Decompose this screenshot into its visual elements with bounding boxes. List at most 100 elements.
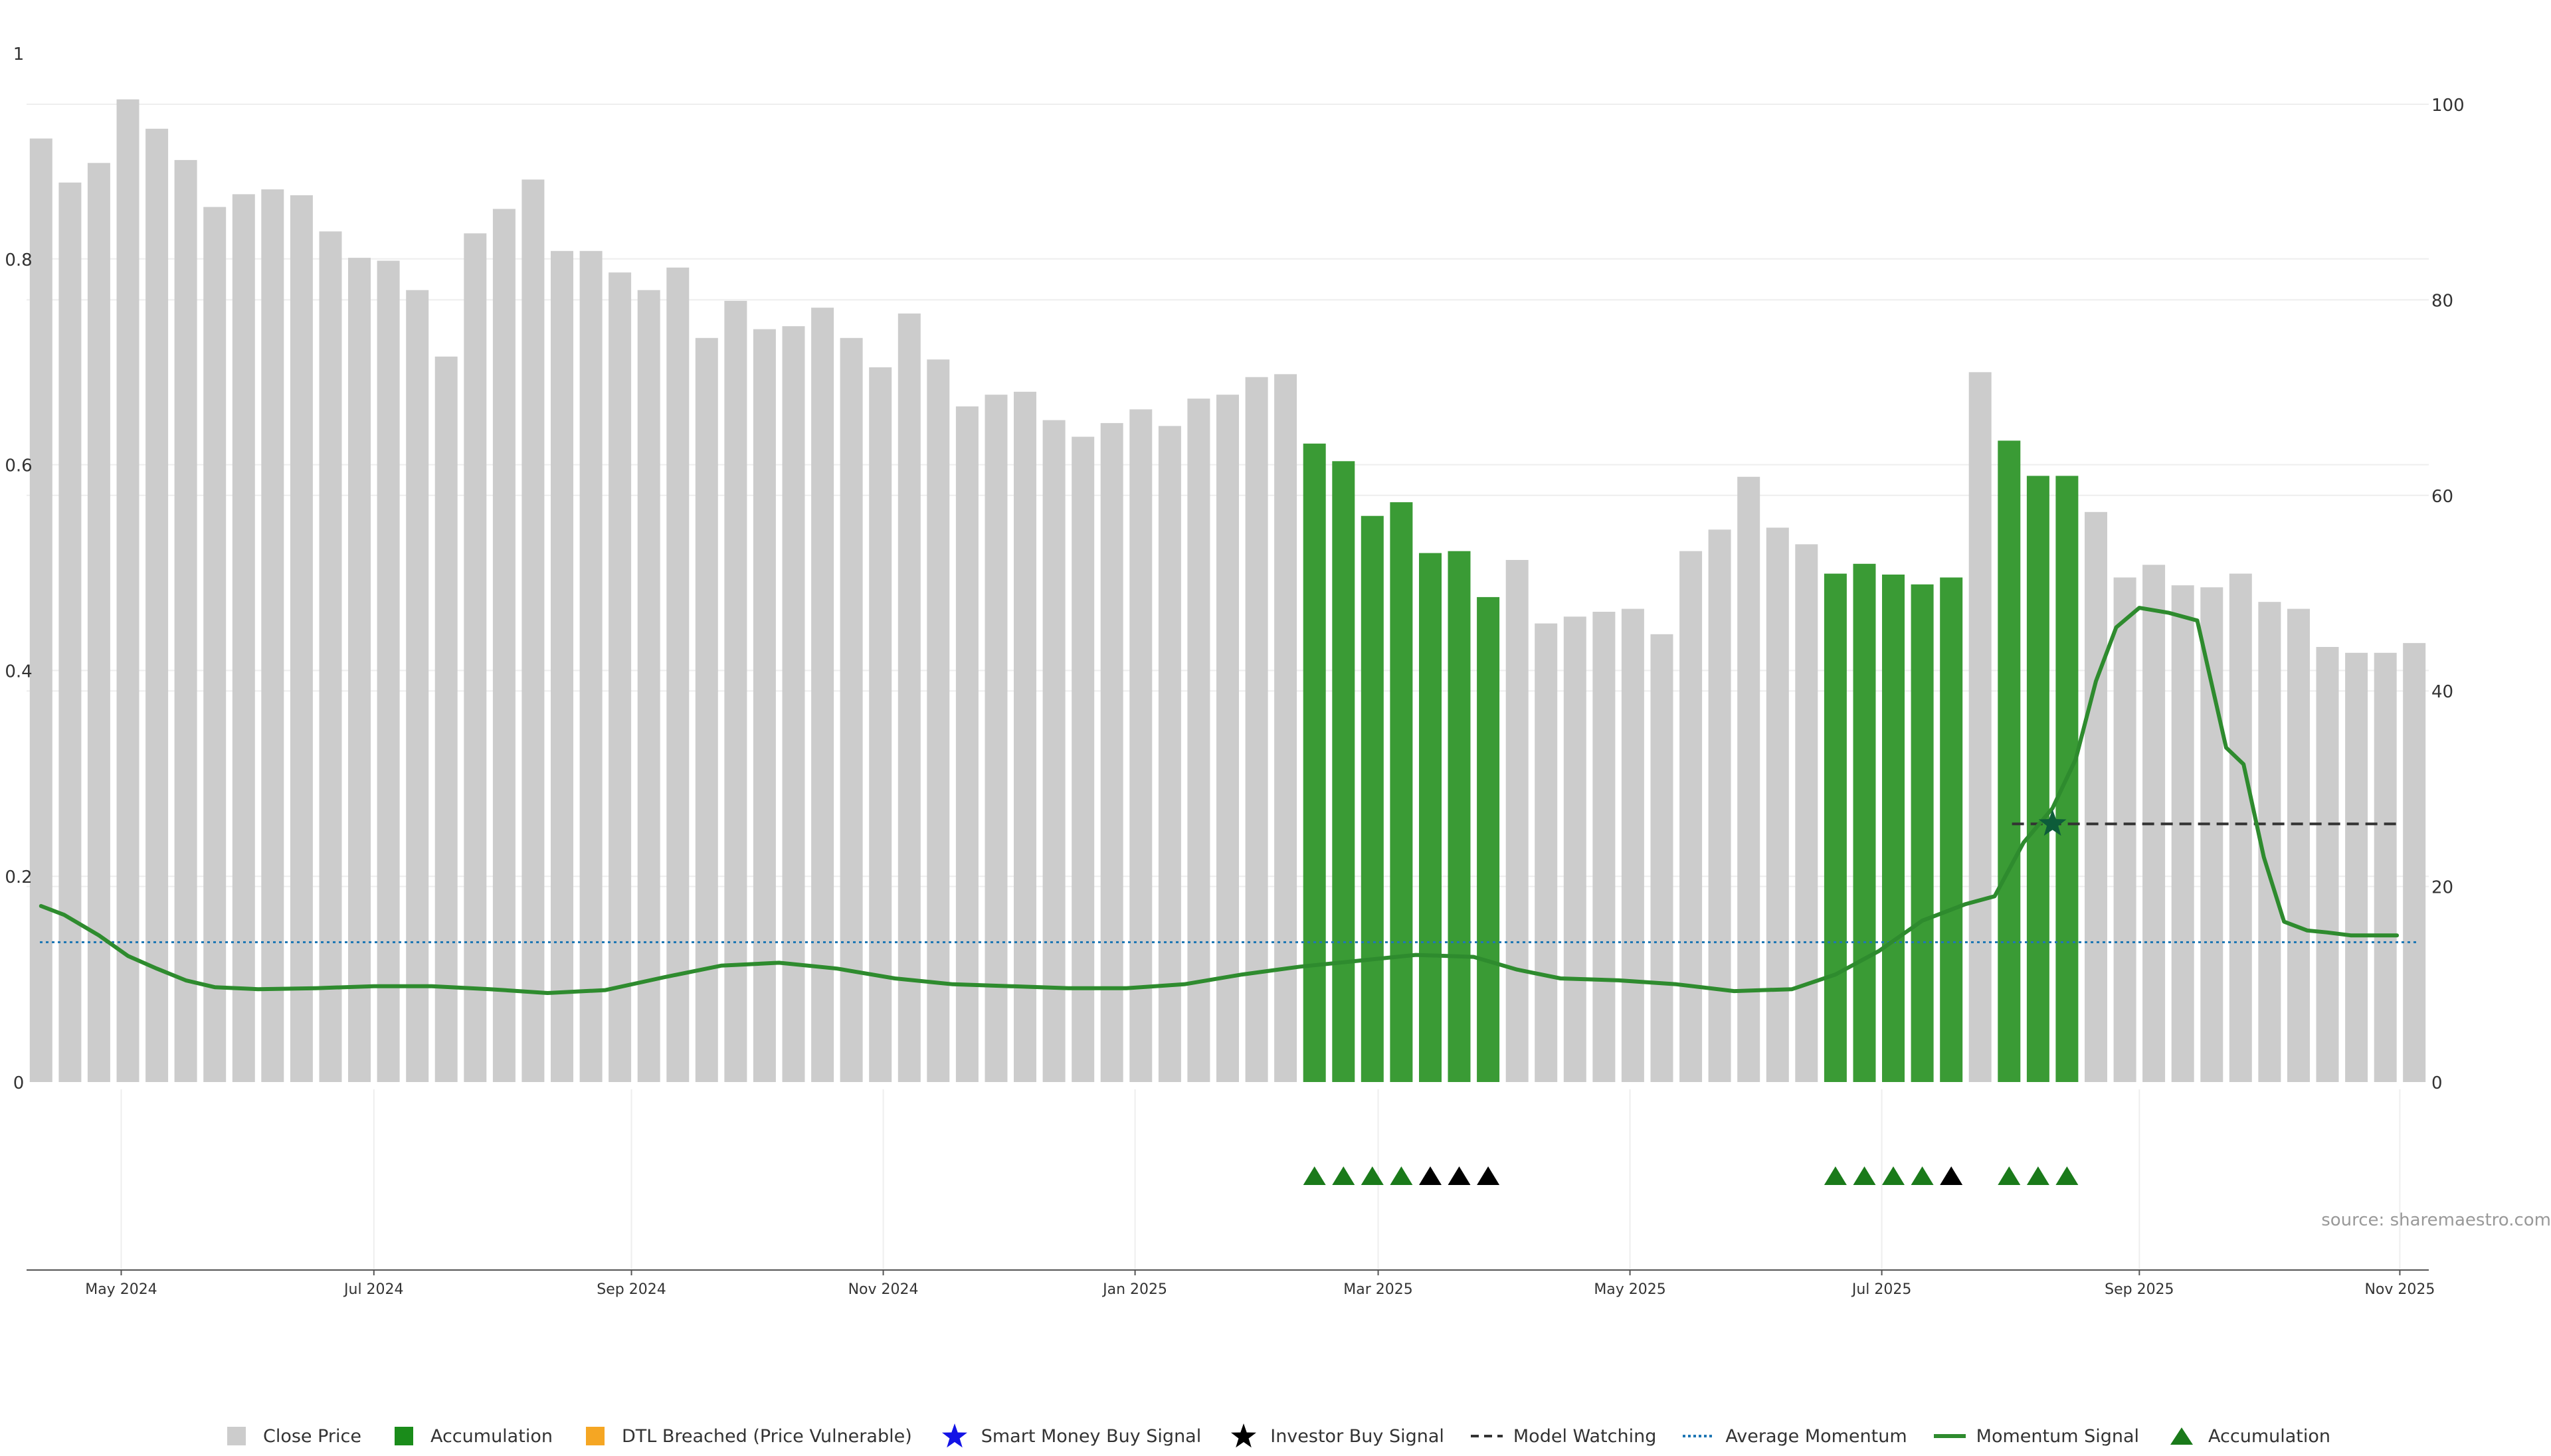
close-price-bar [1535, 623, 1558, 1082]
close-price-bar [174, 159, 197, 1082]
close-price-bar [1563, 616, 1586, 1082]
close-price-bar [377, 260, 400, 1082]
investor-signal-triangle [1940, 1166, 1963, 1185]
close-price-bar [1795, 544, 1818, 1082]
x-axis-tick-label: May 2024 [85, 1281, 157, 1298]
close-price-bar [1737, 476, 1760, 1082]
accumulation-triangle [1390, 1166, 1413, 1185]
close-price-bar [1014, 391, 1036, 1082]
accumulation-bar [1911, 584, 1934, 1082]
accumulation-bar [1419, 553, 1442, 1082]
accumulation-triangle [1361, 1166, 1384, 1185]
right-axis-tick-label: 100 [2431, 96, 2465, 116]
close-price-bar [1650, 634, 1673, 1082]
close-price-bar [1766, 527, 1789, 1082]
legend-item: Model Watching [1470, 1420, 1657, 1452]
source-note: source: sharemaestro.com [2321, 1210, 2551, 1230]
accumulation-triangle [1824, 1166, 1847, 1185]
legend-dash-icon [1470, 1420, 1503, 1452]
close-price-bar [869, 367, 892, 1082]
close-price-bar [551, 250, 573, 1082]
investor-signal-triangle [1419, 1166, 1442, 1185]
left-axis-tick-label: 0 [13, 1073, 25, 1093]
accumulation-bar [1332, 461, 1355, 1082]
close-price-bar [637, 290, 660, 1083]
indicator-lines [39, 606, 2418, 995]
close-price-bar [609, 272, 632, 1083]
close-price-bar [2085, 511, 2107, 1082]
close-price-bar [2287, 608, 2310, 1082]
close-price-bar [2374, 652, 2397, 1082]
x-axis-tick-label: Mar 2025 [1343, 1281, 1413, 1298]
close-price-bar [319, 231, 342, 1082]
close-price-bar [1592, 612, 1616, 1082]
close-price-bar [2113, 577, 2136, 1082]
accumulation-bar [1361, 515, 1384, 1082]
legend-label: Smart Money Buy Signal [981, 1425, 1202, 1447]
legend-item: Close Price [221, 1420, 361, 1452]
close-price-bar [1708, 529, 1731, 1082]
close-price-bar [2171, 585, 2194, 1082]
legend-item: Average Momentum [1683, 1420, 1907, 1452]
close-price-bar [521, 179, 545, 1082]
accumulation-bar [1853, 563, 1876, 1082]
left-axis-tick-label: 0.8 [5, 250, 32, 270]
close-price-bar [290, 195, 313, 1082]
close-price-bar [2345, 652, 2368, 1082]
x-axis-tick-label: Jul 2025 [1851, 1281, 1912, 1298]
close-price-bar [898, 314, 921, 1082]
price-bars [29, 99, 2426, 1083]
close-price-bar [840, 337, 863, 1082]
momentum-signal-line [39, 606, 2400, 995]
left-axis-tick-label: 0.2 [5, 867, 32, 887]
close-price-bar [1505, 560, 1529, 1082]
close-price-bar [1968, 372, 1992, 1082]
legend-label: Investor Buy Signal [1270, 1425, 1444, 1447]
legend-square-icon [388, 1420, 420, 1452]
close-price-bar [1042, 420, 1066, 1082]
close-price-bar [1679, 551, 1703, 1082]
legend-label: Average Momentum [1725, 1425, 1907, 1447]
close-price-bar [116, 99, 140, 1083]
legend-label: Accumulation [430, 1425, 553, 1447]
left-axis-tick-label: 0.6 [5, 456, 32, 476]
close-price-bar [1100, 422, 1123, 1082]
close-price-bar [1187, 399, 1210, 1082]
x-axis-tick-label: Sep 2025 [2105, 1281, 2174, 1298]
close-price-bar [782, 326, 805, 1083]
left-axis-tick-label: 1 [13, 45, 25, 64]
left-axis-tick-label: 0.4 [5, 662, 32, 682]
legend-star-icon [1228, 1420, 1260, 1452]
axes: 0 0.2 0.4 0.6 0.8 1 0 20 40 60 80 100 May 2024 Jul 20… [5, 45, 2464, 1298]
close-price-bar [695, 337, 718, 1082]
accumulation-triangle [1911, 1166, 1934, 1185]
close-price-bar [406, 290, 429, 1083]
close-price-bar [2403, 643, 2426, 1082]
accumulation-bar [2026, 476, 2049, 1082]
right-axis-tick-label: 80 [2431, 291, 2453, 311]
close-price-bar [1216, 395, 1239, 1083]
accumulation-triangle [1303, 1166, 1326, 1185]
accumulation-bar [1940, 577, 1963, 1082]
x-axis-tick-label: Nov 2024 [848, 1281, 919, 1298]
accumulation-triangle [2055, 1166, 2079, 1185]
close-price-bar [985, 395, 1008, 1083]
accumulation-bar [1303, 443, 1326, 1082]
close-price-bar [1072, 436, 1095, 1082]
close-price-bar [58, 182, 82, 1082]
legend-item: Accumulation [2166, 1420, 2330, 1452]
close-price-bar [87, 163, 110, 1082]
accumulation-triangle [2026, 1166, 2049, 1185]
close-price-bar [261, 189, 284, 1083]
legend-label: Model Watching [1513, 1425, 1657, 1447]
accumulation-triangle [1998, 1166, 2021, 1185]
close-price-bar [724, 300, 747, 1082]
accumulation-bar [1477, 596, 1500, 1082]
right-axis-tick-label: 60 [2431, 487, 2453, 507]
accumulation-triangle [1882, 1166, 1905, 1185]
legend-square-icon [579, 1420, 611, 1452]
close-price-bar [2200, 587, 2223, 1082]
legend-item: Investor Buy Signal [1228, 1420, 1444, 1452]
right-axis-tick-label: 0 [2431, 1073, 2443, 1093]
accumulation-bar [1390, 502, 1413, 1082]
